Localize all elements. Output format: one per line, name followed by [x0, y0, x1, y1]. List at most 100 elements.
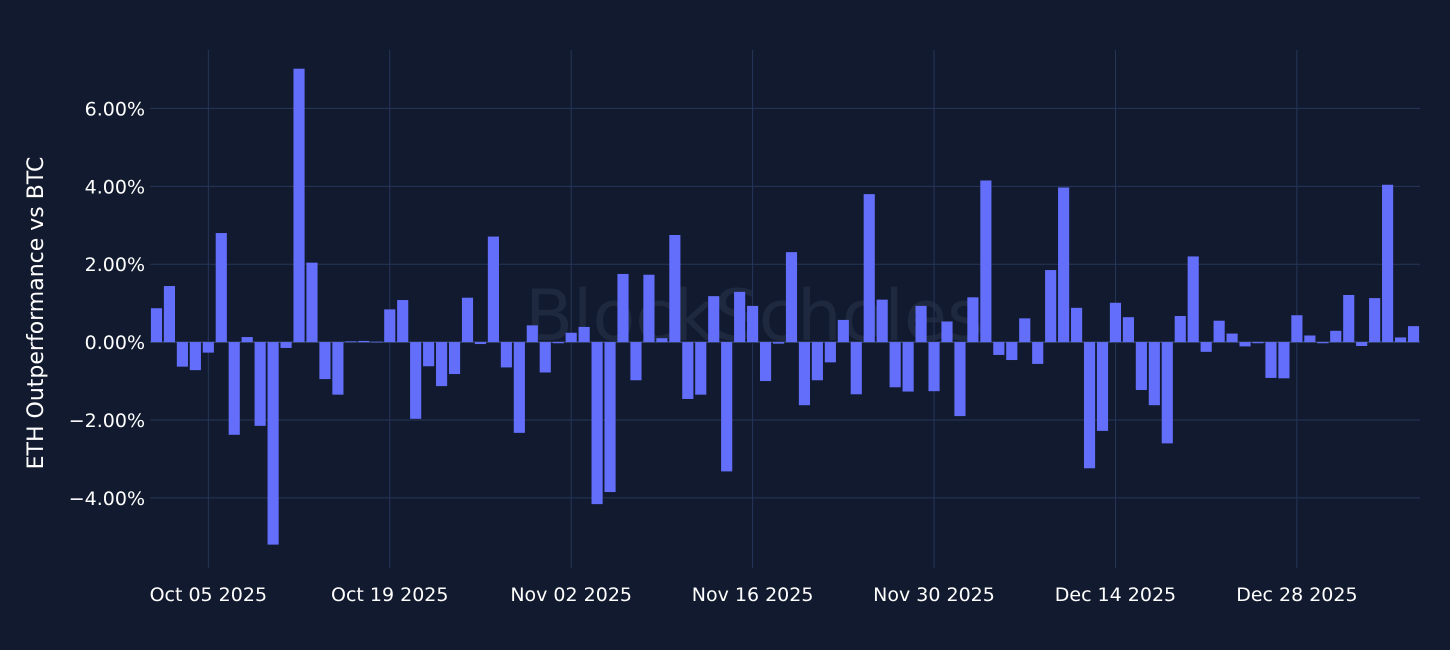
bar[interactable]	[1278, 342, 1290, 379]
bar[interactable]	[1135, 342, 1147, 391]
bar[interactable]	[798, 342, 811, 406]
bar[interactable]	[254, 342, 266, 426]
bar[interactable]	[889, 342, 901, 388]
bar[interactable]	[1369, 298, 1381, 343]
bar[interactable]	[306, 262, 318, 343]
bar[interactable]	[682, 342, 694, 399]
bar[interactable]	[513, 342, 525, 433]
bar[interactable]	[163, 286, 176, 343]
bar[interactable]	[423, 342, 435, 367]
bar[interactable]	[1045, 270, 1057, 343]
bar[interactable]	[228, 342, 240, 435]
bar[interactable]	[1148, 342, 1160, 406]
bar[interactable]	[1122, 317, 1134, 343]
bar[interactable]	[384, 309, 396, 343]
bar[interactable]	[837, 319, 849, 343]
bar[interactable]	[811, 342, 823, 381]
y-tick-label: −2.00%	[69, 410, 145, 432]
bar[interactable]	[902, 342, 914, 392]
bar[interactable]	[448, 342, 461, 375]
bar[interactable]	[721, 342, 733, 472]
bar[interactable]	[552, 342, 564, 344]
bar[interactable]	[1382, 184, 1394, 343]
bar[interactable]	[759, 342, 772, 382]
bar[interactable]	[1239, 342, 1251, 347]
bar[interactable]	[1109, 302, 1122, 343]
bar[interactable]	[1006, 342, 1018, 361]
bar[interactable]	[410, 342, 422, 419]
bar[interactable]	[189, 342, 201, 371]
bar[interactable]	[578, 326, 590, 343]
bar[interactable]	[863, 194, 875, 343]
bar[interactable]	[734, 291, 746, 343]
x-tick-label: Dec 28 2025	[1236, 584, 1357, 606]
bar[interactable]	[565, 332, 577, 343]
bar[interactable]	[202, 342, 214, 353]
bar[interactable]	[1187, 256, 1199, 343]
bar[interactable]	[617, 273, 629, 343]
bar[interactable]	[280, 342, 292, 348]
bar[interactable]	[1071, 307, 1083, 343]
bar[interactable]	[1226, 333, 1238, 343]
bar[interactable]	[656, 338, 668, 343]
bar[interactable]	[1252, 342, 1264, 344]
bar[interactable]	[643, 274, 655, 343]
bar[interactable]	[1200, 342, 1212, 352]
bar[interactable]	[371, 341, 383, 343]
bar[interactable]	[215, 233, 227, 343]
bar[interactable]	[332, 342, 344, 395]
bar[interactable]	[1265, 342, 1277, 378]
bar[interactable]	[941, 321, 953, 343]
bar[interactable]	[1213, 320, 1225, 343]
bar[interactable]	[1291, 315, 1303, 343]
bar[interactable]	[630, 342, 642, 381]
bar[interactable]	[604, 342, 616, 493]
bar[interactable]	[397, 300, 409, 343]
bar[interactable]	[1330, 330, 1342, 343]
bar[interactable]	[669, 235, 681, 343]
bar[interactable]	[695, 342, 707, 395]
bar[interactable]	[980, 180, 992, 343]
bar[interactable]	[241, 337, 253, 343]
bar[interactable]	[487, 236, 499, 343]
bar[interactable]	[267, 342, 279, 545]
bar[interactable]	[176, 342, 188, 367]
bar[interactable]	[1058, 187, 1070, 343]
bar[interactable]	[358, 340, 370, 343]
bar[interactable]	[1032, 342, 1044, 364]
bar[interactable]	[928, 342, 940, 392]
bar[interactable]	[954, 342, 966, 417]
bar[interactable]	[1394, 337, 1407, 343]
bar[interactable]	[539, 342, 551, 373]
bar[interactable]	[293, 68, 305, 343]
bar[interactable]	[150, 308, 163, 343]
bar[interactable]	[1019, 318, 1031, 343]
bar[interactable]	[319, 342, 331, 380]
bar[interactable]	[708, 296, 720, 343]
bar[interactable]	[772, 342, 785, 344]
bar[interactable]	[1161, 342, 1173, 444]
bar[interactable]	[876, 299, 888, 343]
bar[interactable]	[461, 297, 474, 343]
bar[interactable]	[526, 325, 538, 343]
bar[interactable]	[967, 297, 979, 343]
bar[interactable]	[591, 342, 603, 505]
bar[interactable]	[1407, 326, 1420, 343]
bar[interactable]	[1174, 316, 1186, 343]
bar[interactable]	[1317, 342, 1329, 344]
bar[interactable]	[436, 342, 448, 387]
bar[interactable]	[824, 342, 836, 363]
bar[interactable]	[1083, 342, 1096, 469]
bar[interactable]	[785, 252, 798, 343]
bar[interactable]	[993, 342, 1005, 355]
bar[interactable]	[1304, 335, 1316, 343]
bar[interactable]	[500, 342, 512, 368]
bar[interactable]	[1343, 294, 1355, 343]
bar[interactable]	[1356, 342, 1368, 346]
bar[interactable]	[850, 342, 862, 395]
bar[interactable]	[474, 342, 487, 345]
bar[interactable]	[1096, 342, 1109, 431]
bar[interactable]	[345, 341, 357, 343]
bar[interactable]	[747, 305, 759, 343]
bar[interactable]	[915, 305, 927, 343]
